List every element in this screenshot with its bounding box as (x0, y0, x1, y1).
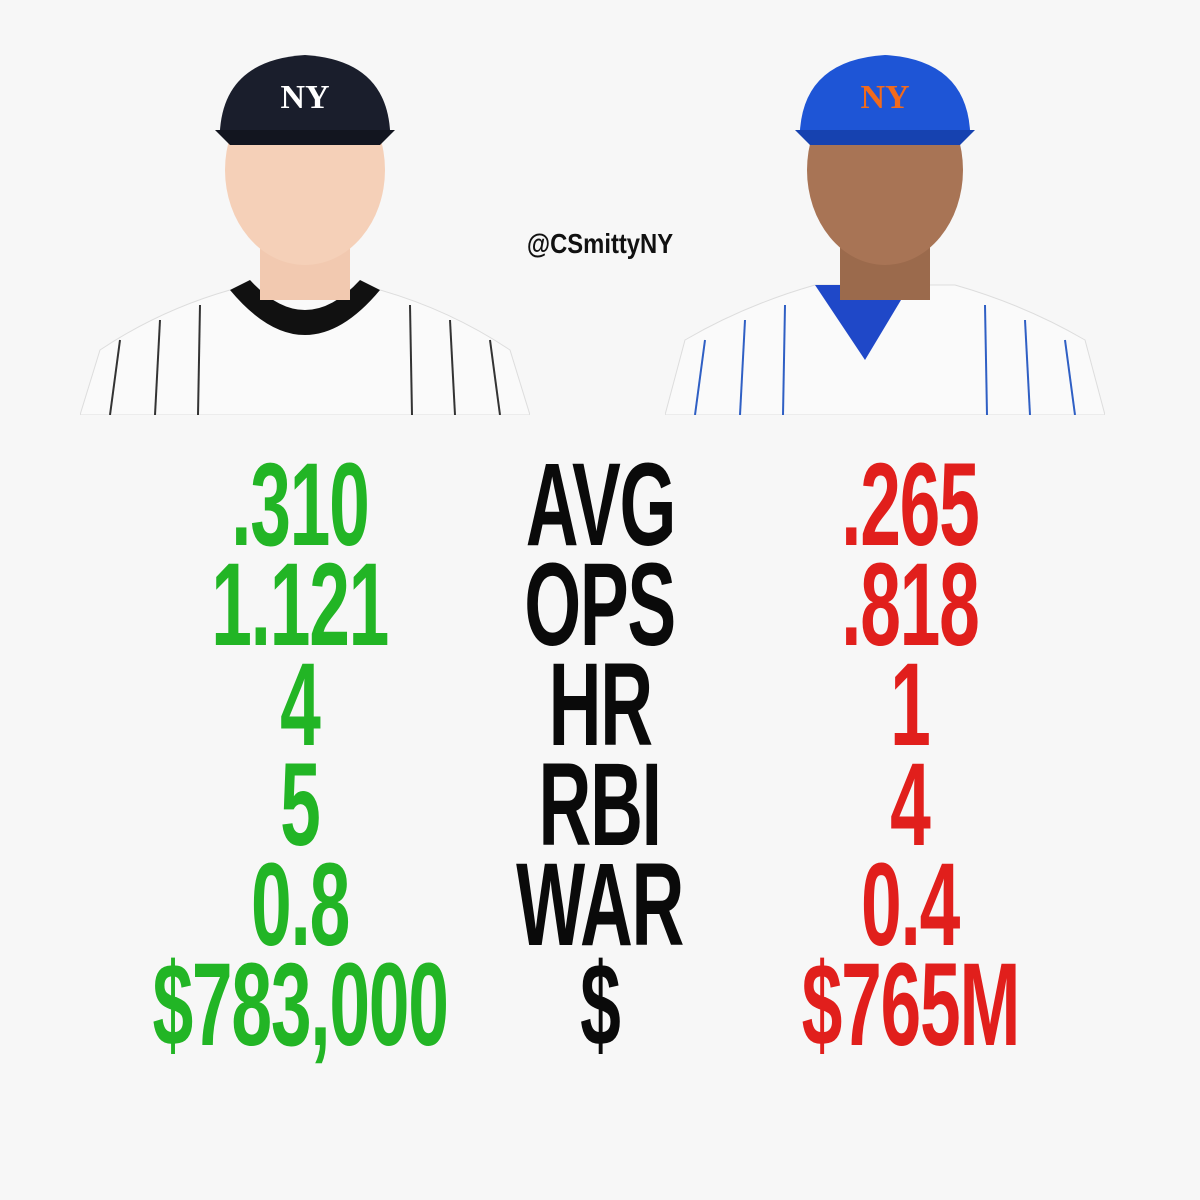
right-stat-cell: 1 (660, 639, 1160, 771)
left-stat: 0.8 (250, 839, 350, 971)
stat-label-cell: WAR (450, 839, 750, 971)
left-stat: 5 (280, 739, 321, 871)
left-stat: 1.121 (211, 539, 390, 671)
right-stat-cell: .265 (660, 439, 1160, 571)
stat-label-cell: RBI (450, 739, 750, 871)
right-stat: 1 (890, 639, 931, 771)
stat-label: AVG (525, 439, 676, 571)
left-stat: 4 (280, 639, 321, 771)
left-stat: .310 (231, 439, 370, 571)
right-stat-cell: 0.4 (660, 839, 1160, 971)
left-stat-cell: 5 (50, 739, 550, 871)
left-stat-cell: 0.8 (50, 839, 550, 971)
left-stat-cell: 4 (50, 639, 550, 771)
stat-label-cell: HR (450, 639, 750, 771)
stat-label: RBI (538, 739, 663, 871)
left-stat-cell: .310 (50, 439, 550, 571)
right-stat: 4 (890, 739, 931, 871)
stat-label: $ (580, 939, 621, 1071)
right-stat: .818 (841, 539, 980, 671)
right-stat-cell: $765M (660, 939, 1160, 1071)
right-stat-cell: 4 (660, 739, 1160, 871)
stat-label-cell: OPS (450, 539, 750, 671)
stat-label: OPS (524, 539, 677, 671)
right-player-photo: NY (665, 20, 1105, 415)
right-stat: .265 (841, 439, 980, 571)
stat-label: WAR (516, 839, 685, 971)
stat-label: HR (548, 639, 652, 771)
stat-label-cell: $ (450, 939, 750, 1071)
svg-text:NY: NY (860, 79, 909, 116)
svg-text:NY: NY (280, 79, 329, 116)
stat-label-cell: AVG (450, 439, 750, 571)
right-stat: 0.4 (860, 839, 960, 971)
left-stat-cell: 1.121 (50, 539, 550, 671)
handle: @CSmittyNY (526, 228, 674, 259)
left-player-photo: NY (80, 20, 530, 415)
left-stat-cell: $783,000 (50, 939, 550, 1071)
right-stat: $765M (801, 939, 1020, 1071)
right-stat-cell: .818 (660, 539, 1160, 671)
left-stat: $783,000 (152, 939, 448, 1071)
